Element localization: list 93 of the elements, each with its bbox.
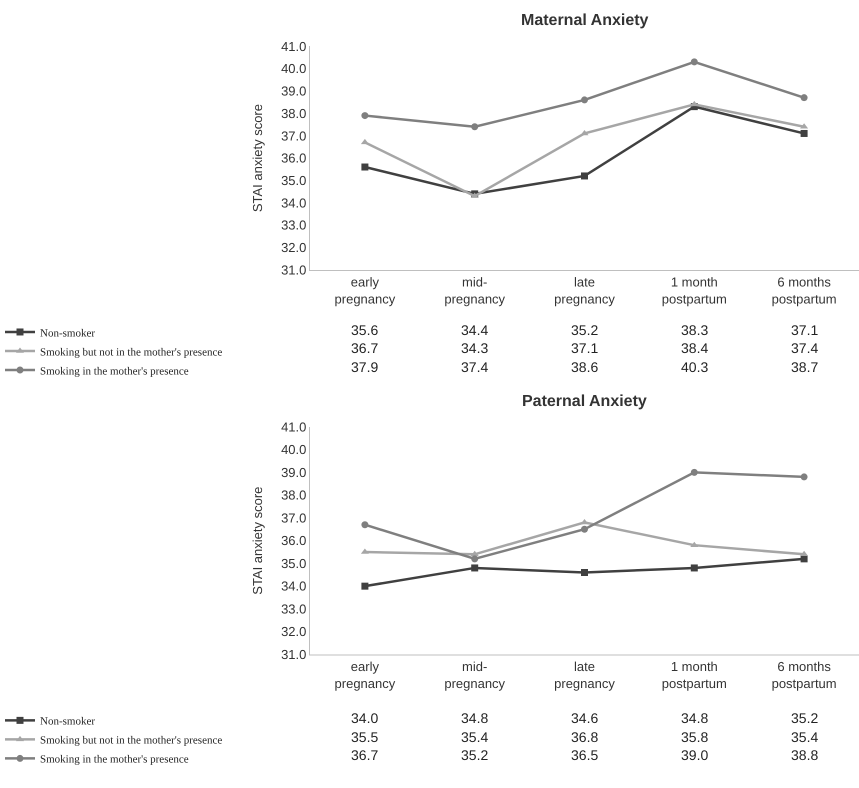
data-label: 38.8 xyxy=(791,747,818,763)
y-tick-label: 41.0 xyxy=(281,419,306,434)
data-label: 37.9 xyxy=(351,359,378,375)
x-tick-label: 1 month postpartum xyxy=(662,659,727,691)
data-label: 36.8 xyxy=(571,729,598,745)
point xyxy=(800,130,808,137)
data-label: 35.2 xyxy=(571,322,598,338)
data-label: 35.8 xyxy=(681,729,708,745)
data-label: 35.2 xyxy=(461,747,488,763)
point xyxy=(361,521,368,528)
data-label: 37.4 xyxy=(461,359,488,375)
point xyxy=(361,582,368,590)
chart-title: Maternal Anxiety xyxy=(521,12,649,29)
point xyxy=(800,94,808,102)
y-tick-label: 33.0 xyxy=(281,601,306,616)
point xyxy=(360,138,369,144)
y-tick-label: 39.0 xyxy=(281,84,306,99)
data-label: 38.4 xyxy=(681,340,708,356)
point xyxy=(581,172,588,180)
point xyxy=(690,468,698,476)
point xyxy=(361,164,368,171)
y-tick-label: 35.0 xyxy=(281,556,306,571)
y-tick-label: 31.0 xyxy=(281,262,306,278)
legend-label: Non-smoker xyxy=(40,327,96,340)
point xyxy=(800,550,808,556)
x-tick-label: mid- pregnancy xyxy=(444,659,506,691)
point xyxy=(581,569,588,576)
x-tick-label: early pregnancy xyxy=(334,659,396,691)
legend-label: Smoking in the mother's presence xyxy=(40,754,189,766)
data-label: 35.4 xyxy=(461,729,488,745)
legend-label: Smoking but not in the mother's presence xyxy=(40,346,222,358)
data-label: 39.0 xyxy=(681,747,708,763)
data-label: 37.4 xyxy=(791,340,818,356)
data-label: 34.0 xyxy=(351,710,378,726)
data-label: 38.7 xyxy=(791,359,818,375)
data-label: 36.7 xyxy=(351,747,378,763)
y-tick-label: 36.0 xyxy=(281,150,306,166)
legend-label: Smoking in the mother's presence xyxy=(40,365,189,378)
x-tick-label: 6 months postpartum xyxy=(772,659,837,691)
y-axis-title: STAI anxiety score xyxy=(250,486,266,595)
data-label: 35.5 xyxy=(351,729,378,745)
point xyxy=(581,526,588,533)
chart-title: Paternal Anxiety xyxy=(522,393,647,410)
data-label: 36.7 xyxy=(351,340,378,356)
point xyxy=(471,555,478,562)
data-label: 37.1 xyxy=(791,322,818,338)
data-label: 38.3 xyxy=(681,322,708,338)
point xyxy=(800,123,808,129)
data-label: 34.3 xyxy=(461,340,488,356)
legend-label: Non-smoker xyxy=(40,716,96,728)
y-tick-label: 34.0 xyxy=(281,578,306,594)
y-tick-label: 37.0 xyxy=(281,128,306,144)
x-tick-label: late pregnancy xyxy=(554,659,616,691)
point xyxy=(471,564,478,572)
x-tick-label: 1 month postpartum xyxy=(662,274,727,306)
y-tick-label: 38.0 xyxy=(281,488,306,503)
legend-label: Smoking but not in the mother's presence xyxy=(40,734,222,747)
data-label: 34.4 xyxy=(461,322,488,338)
point xyxy=(690,58,698,66)
data-label: 34.8 xyxy=(461,710,488,726)
point xyxy=(800,555,808,562)
y-tick-label: 40.0 xyxy=(281,61,306,76)
data-label: 35.6 xyxy=(351,322,378,338)
y-tick-label: 36.0 xyxy=(281,533,306,548)
data-label: 35.4 xyxy=(791,729,818,745)
data-label: 38.6 xyxy=(571,359,598,375)
data-label: 34.6 xyxy=(571,710,598,726)
point xyxy=(361,112,368,120)
data-label: 35.2 xyxy=(791,710,818,726)
y-tick-label: 34.0 xyxy=(281,195,306,210)
y-tick-label: 40.0 xyxy=(281,442,306,458)
point xyxy=(471,123,478,130)
y-tick-label: 39.0 xyxy=(281,464,306,480)
point xyxy=(690,564,698,572)
y-tick-label: 33.0 xyxy=(281,218,306,233)
y-tick-label: 32.0 xyxy=(281,240,306,256)
data-label: 34.8 xyxy=(681,710,708,726)
y-tick-label: 37.0 xyxy=(281,510,306,526)
y-tick-label: 35.0 xyxy=(281,172,306,188)
x-tick-label: 6 months postpartum xyxy=(772,274,837,306)
data-label: 37.1 xyxy=(571,340,598,356)
x-tick-label: mid- pregnancy xyxy=(444,274,506,306)
point xyxy=(800,473,808,480)
y-tick-label: 31.0 xyxy=(281,646,306,662)
y-tick-label: 41.0 xyxy=(281,38,306,54)
x-tick-label: late pregnancy xyxy=(554,274,616,306)
x-tick-label: early pregnancy xyxy=(334,274,396,306)
y-axis-title: STAI anxiety score xyxy=(250,104,266,212)
point xyxy=(581,96,588,104)
data-label: 40.3 xyxy=(681,359,708,375)
y-tick-label: 38.0 xyxy=(281,106,306,121)
y-tick-label: 32.0 xyxy=(281,624,306,640)
data-label: 36.5 xyxy=(571,747,598,763)
